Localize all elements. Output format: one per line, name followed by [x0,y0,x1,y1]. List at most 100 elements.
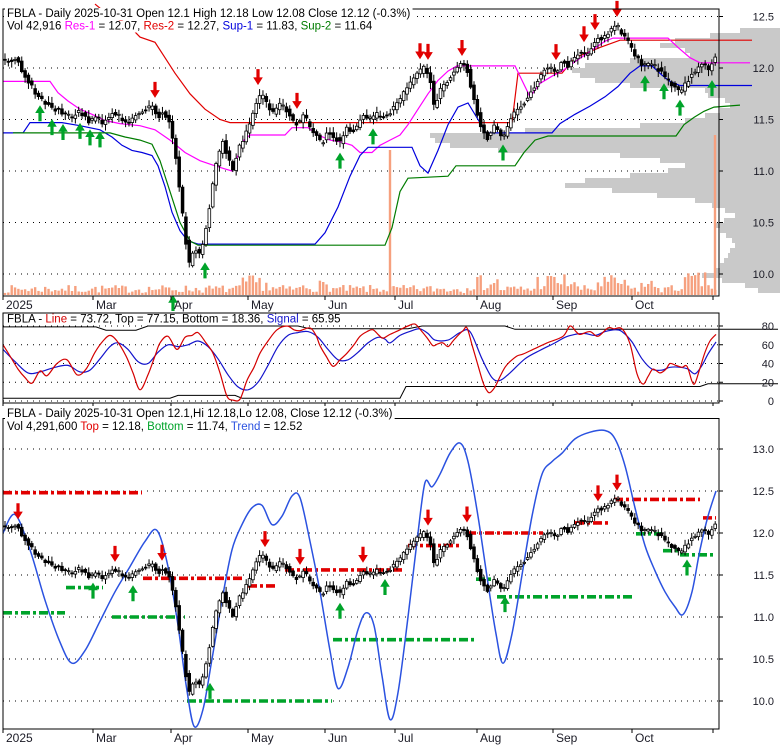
volume-bar [469,290,472,295]
candle-body [509,574,513,583]
candle-body [251,112,255,126]
volume-bar [697,272,700,295]
volume-profile-bar [714,268,780,273]
candle-body [93,572,98,577]
volume-bar [358,288,362,295]
volume-spike-bar [713,135,717,295]
volume-profile-bar [724,218,780,223]
buy-arrow-icon [640,75,650,92]
candle-body [659,532,664,536]
candle-body [472,546,476,560]
volume-bar [124,286,127,295]
candle-body [247,123,252,134]
candle-body [673,545,677,549]
volume-profile-bar [565,183,780,188]
volume-bar [482,290,486,295]
sup2-line [13,104,741,246]
candle-body [599,37,604,41]
candle-body [63,569,68,572]
candle-body [421,531,426,538]
oscillator-panel[interactable]: 80 60 40 20 0 FBLA - Line = 73.72, Top = 77.1… [0,312,780,408]
candle-body [334,589,339,594]
candle-body [277,561,282,568]
volume-bar [459,291,462,295]
candle-body [331,585,336,591]
candle-body [442,546,446,553]
volume-bar [687,273,690,295]
candle-body [693,535,697,538]
volume-bar [352,287,355,295]
candle-body [405,548,409,555]
volume-bar [677,290,680,295]
candle-body [251,569,255,581]
candle-body [706,65,711,71]
candle-body [612,498,617,503]
y-axis-label: 12.0 [753,528,774,540]
volume-profile-bar [435,138,780,143]
candle-body [344,580,349,589]
volume-bar [569,284,573,295]
candle-body [358,119,362,128]
volume-bar [368,285,372,295]
buy-arrow-icon [707,80,717,97]
buy-arrow-icon [659,83,669,100]
candle-body [515,108,520,116]
volume-bar [214,286,218,295]
candle-body [53,565,58,569]
candle-body [140,111,145,114]
candle-body [271,108,275,112]
volume-bar [228,288,231,295]
candle-body [26,74,31,84]
candle-body [207,208,212,229]
candle-body [351,583,356,586]
volume-bar [33,287,37,295]
panel-border [2,312,720,404]
candle-body [679,89,684,93]
candle-body [462,528,466,531]
y-axis-label: 80 [762,321,774,333]
candle-body [63,112,68,115]
candle-body [324,585,329,592]
volume-profile-bar [585,63,780,68]
candle-body [113,111,118,116]
candle-body [515,566,520,572]
candle-body [80,112,84,117]
volume-profile-bar [740,28,780,33]
candle-body [535,81,540,88]
volume-bar [23,289,27,295]
oscillator-panel-bg[interactable] [0,312,780,406]
candle-body [287,566,292,573]
volume-profile-bar [722,278,780,283]
volume-bar [479,275,482,295]
candle-body [445,544,449,548]
x-axis-label: Jun [328,298,347,312]
volume-bar [382,289,385,295]
y-axis-label: 11.5 [753,570,774,582]
volume-bar [707,285,710,295]
volume-bar [519,286,523,295]
candle-body [107,572,111,576]
volume-bar [342,285,345,295]
candle-body [696,66,701,73]
candle-body [579,519,583,522]
header-run: = 11.64 [331,21,373,33]
volume-bar [131,291,134,295]
lower-price-panel[interactable]: 13.0 12.5 12.0 11.5 11.0 10.5 10.0 2025 Mar Apr Ma… [0,406,780,745]
volume-bar [365,291,368,295]
header-run: = 12.07, [95,21,143,33]
candle-body [261,94,265,100]
candle-body [133,115,138,121]
volume-bar [268,290,271,295]
volume-spike-bar [388,150,392,295]
candle-body [157,568,161,574]
volume-bar [44,286,47,295]
candle-body [525,557,530,560]
volume-bar [238,285,241,295]
candle-body [244,584,248,594]
volume-bar [472,289,476,295]
volume-bar [325,284,328,295]
volume-bar [245,281,248,295]
volume-profile-bar [702,273,780,278]
candle-body [710,63,714,72]
price-panel[interactable]: 12.5 12.0 11.5 11.0 10.5 10.0 2025 Mar Apr May Jun… [0,0,780,312]
